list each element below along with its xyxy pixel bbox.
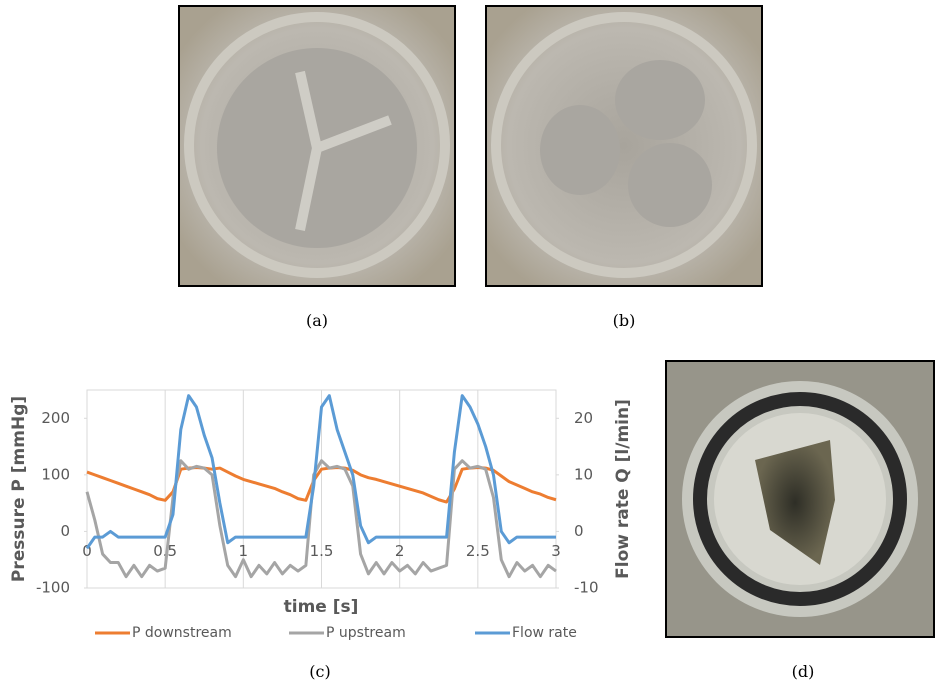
- y-tick-label: 200: [41, 409, 70, 427]
- x-tick-label: 1: [239, 542, 249, 560]
- photo-b: [485, 5, 763, 287]
- y2-tick-label: 10: [574, 465, 593, 483]
- y-axis-title: Pressure P [mmHg]: [9, 396, 29, 582]
- y-tick-label: 100: [41, 465, 70, 483]
- x-tick-label: 2: [395, 542, 405, 560]
- y-tick-label: -100: [36, 579, 70, 597]
- data-line: [85, 394, 556, 550]
- x-tick-label: 0: [82, 542, 92, 560]
- y2-tick-label: 0: [574, 522, 584, 540]
- y2-tick-label: -10: [574, 579, 599, 597]
- y2-axis-title: Flow rate Q [l/min]: [613, 399, 633, 579]
- x-tick-label: 2.5: [466, 542, 490, 560]
- caption: (c): [309, 662, 330, 681]
- data-line: [85, 459, 557, 579]
- chart: time [s] Pressure P [mmHg] Flow rate Q […: [9, 389, 633, 641]
- caption: (a): [306, 311, 328, 330]
- x-axis-title: time [s]: [284, 597, 359, 617]
- x-tick-label: 3: [551, 542, 561, 560]
- legend-label: Flow rate: [512, 625, 577, 641]
- caption: (d): [792, 662, 815, 681]
- x-tick-label: 0.5: [153, 542, 177, 560]
- y2-tick-label: 20: [574, 409, 593, 427]
- y-tick-label: 0: [60, 522, 70, 540]
- x-tick-label: 1.5: [310, 542, 334, 560]
- caption: (b): [613, 311, 636, 330]
- legend-label: P downstream: [132, 625, 232, 641]
- photo-a: [178, 5, 456, 287]
- photo-d: [665, 360, 935, 638]
- legend-label: P upstream: [326, 625, 406, 641]
